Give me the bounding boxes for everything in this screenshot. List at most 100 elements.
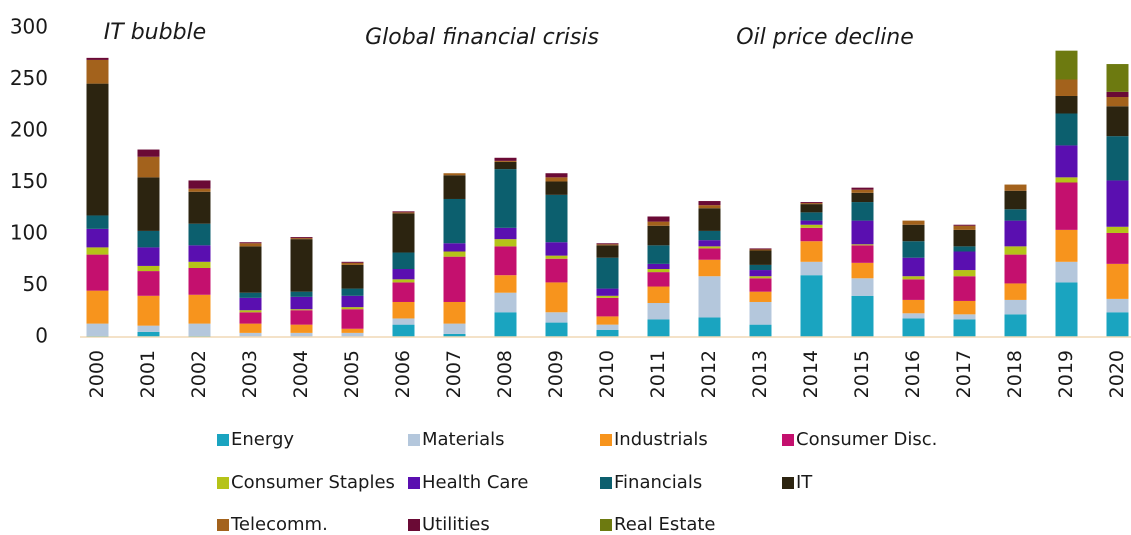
bar-segment [341,295,364,308]
bar-segment [290,310,313,325]
bar-segment [341,262,364,265]
bar-segment [86,323,109,336]
bar-segment [443,333,466,337]
bar-segment [1106,298,1129,313]
bar-segment [698,248,721,260]
bar-segment [392,318,415,325]
bar-segment [443,256,466,302]
bar-segment [698,246,721,249]
bar-segment [188,323,211,336]
bar-segment [596,244,619,246]
bar-segment [494,292,517,313]
bar-segment [1055,145,1078,178]
bar-segment [494,169,517,228]
x-tick-label: 2020 [1106,350,1128,398]
legend-swatch [217,477,229,489]
bar-segment [1106,232,1129,264]
y-tick-label: 50 [23,272,48,296]
bar-segment [749,270,772,277]
bar-segment [239,332,262,337]
legend-label: Consumer Staples [231,472,395,493]
bar-segment [851,187,874,190]
bar-segment [749,250,772,265]
bar-segment [86,215,109,229]
bar-segment [1004,184,1027,191]
bar-segment [545,322,568,337]
bar-segment [749,249,772,251]
bar-segment [137,149,160,157]
bar-segment [1004,283,1027,300]
bar-segment [239,297,262,311]
bar-segment [188,267,211,295]
bar-segment [443,251,466,257]
legend-label: Health Care [422,472,529,493]
bar-segment [341,309,364,329]
bar-segment [596,329,619,337]
bar-segment [392,211,415,213]
bar-segment [545,282,568,313]
bar-segment [800,224,823,228]
bar-segment [1106,180,1129,227]
bar-segment [953,225,976,230]
bar-segment [86,83,109,216]
bar-segment [647,303,670,320]
legend-swatch [600,477,612,489]
x-tick-label: 2017 [953,350,975,398]
bar-segment [392,282,415,302]
bar-segment [698,230,721,241]
bar-segment [749,264,772,271]
bar-segment [749,248,772,250]
bar-segment [1106,97,1129,107]
bar-segment [749,276,772,279]
bar-segment [239,323,262,333]
x-tick-label: 2012 [698,350,720,398]
bar-segment [188,245,211,262]
legend-label: Real Estate [614,514,716,535]
bar-segment [851,278,874,296]
x-tick-label: 2008 [494,350,516,398]
bar-segment [1106,136,1129,181]
bar-segment [1106,263,1129,299]
bar-segment [392,252,415,270]
bar-segment [851,189,874,193]
bar-segment [341,328,364,333]
bar-segment [443,175,466,199]
bar-segment [392,269,415,280]
bar-segment [596,245,619,258]
bar-segment [902,299,925,314]
bar-segment [290,291,313,297]
bar-segment [494,160,517,162]
bar-segment [647,272,670,287]
bar-segment [494,275,517,293]
bar-segment [800,275,823,337]
bar-segment [86,247,109,255]
bar-segment [902,220,925,225]
bar-segment [698,201,721,206]
bar-segment [188,191,211,224]
legend-label: IT [796,472,813,493]
legend-swatch [600,434,612,446]
bar-segment [749,324,772,337]
bar-segment [953,276,976,301]
bar-segment [1055,229,1078,262]
bar-segment [953,224,976,226]
legend-swatch [217,434,229,446]
bar-segment [137,325,160,332]
bar-segment [392,279,415,283]
bar-segment [545,177,568,182]
bar-segment [494,246,517,276]
bar-segment [953,300,976,315]
bar-segment [953,251,976,271]
bar-segment [137,265,160,272]
legend-label: Energy [231,429,294,450]
bar-segment [647,319,670,337]
bar-segment [902,224,925,242]
x-tick-label: 2006 [392,350,414,398]
bar-segment [494,239,517,247]
bar-segment [596,297,619,317]
bar-segment [851,220,874,245]
bar-segment [1055,113,1078,146]
bar-segment [698,276,721,318]
legend-swatch [217,519,229,531]
y-tick-label: 200 [10,118,48,142]
